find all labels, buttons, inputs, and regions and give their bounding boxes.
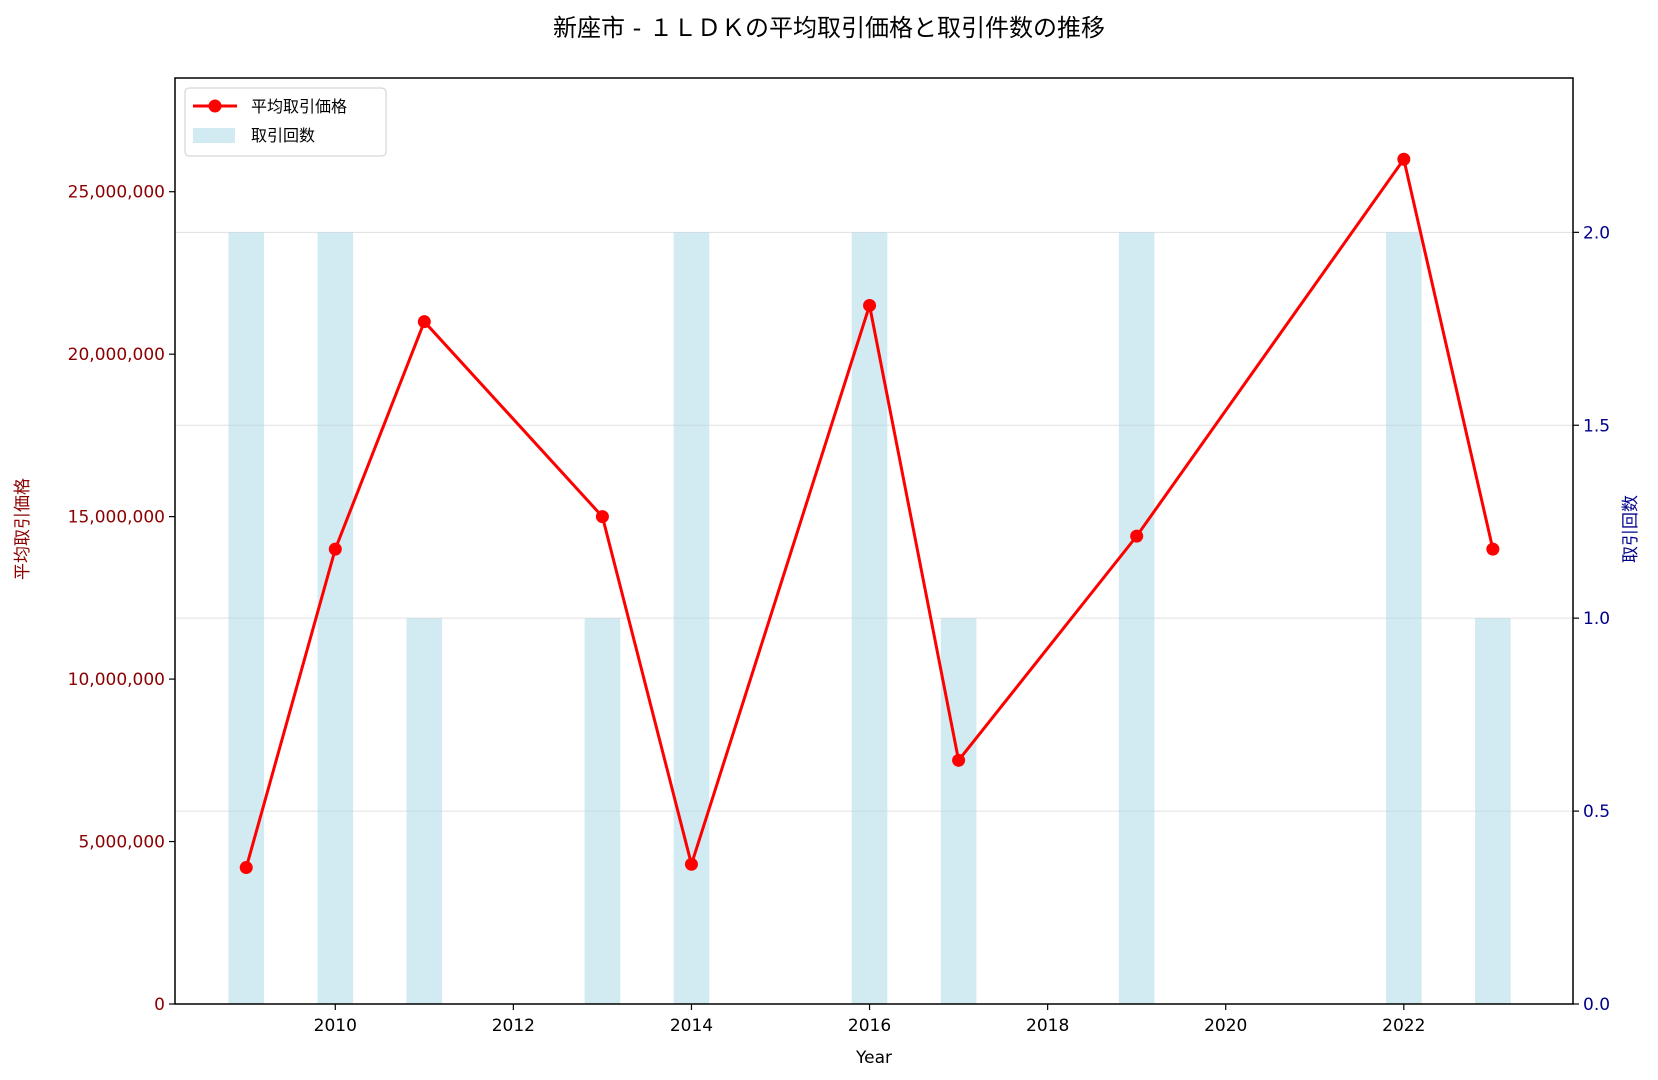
price-point	[952, 753, 966, 767]
y-left-tick-label: 20,000,000	[68, 345, 165, 365]
y-right-tick-label: 0.0	[1583, 995, 1610, 1015]
y-left-tick-label: 0	[154, 995, 165, 1015]
count-bar	[228, 232, 265, 1005]
count-bar	[1118, 232, 1155, 1005]
axes-layer: 0 5,000,000 10,000,000 15,000,000 20,000,000…	[68, 77, 1610, 1036]
price-point	[863, 298, 877, 312]
price-line	[244, 157, 1495, 868]
x-tick-label: 2010	[314, 1016, 357, 1036]
bar-layer	[228, 232, 1511, 1005]
price-point	[417, 315, 431, 329]
y-axis-label-left: 平均取引価格	[13, 478, 33, 580]
legend-label-count: 取引回数	[251, 126, 315, 145]
y-left-tick-label: 25,000,000	[68, 183, 165, 203]
price-point	[1486, 542, 1500, 556]
legend-label-price: 平均取引価格	[251, 97, 347, 116]
legend: 平均取引価格 取引回数	[184, 87, 387, 157]
count-bar	[940, 618, 977, 1004]
y-right-tick-label: 1.0	[1583, 609, 1610, 629]
chart-title: 新座市 - １ＬＤＫの平均取引価格と取引件数の推移	[553, 14, 1105, 42]
price-point	[1397, 152, 1411, 166]
x-axis-label: Year	[855, 1048, 892, 1068]
y-left-tick-label: 5,000,000	[78, 833, 165, 853]
count-bar	[673, 232, 710, 1005]
y-left-tick-label: 10,000,000	[68, 670, 165, 690]
legend-bar-swatch	[193, 128, 235, 143]
line-layer	[239, 152, 1500, 875]
plot-frame	[174, 77, 1574, 1005]
price-point	[1130, 529, 1144, 543]
y-right-tick-label: 0.5	[1583, 802, 1610, 822]
x-tick-label: 2022	[1382, 1016, 1425, 1036]
x-tick-label: 2016	[848, 1016, 891, 1036]
count-bar	[1386, 232, 1422, 1005]
x-tick-label: 2018	[1026, 1016, 1069, 1036]
x-tick-label: 2012	[492, 1016, 535, 1036]
y-left-tick-label: 15,000,000	[68, 508, 165, 528]
count-bar	[584, 618, 621, 1004]
price-point	[684, 857, 698, 871]
x-tick-label: 2020	[1204, 1016, 1247, 1036]
legend-line-marker	[208, 99, 222, 113]
y-axis-label-right: 取引回数	[1621, 495, 1641, 563]
count-bar	[317, 232, 354, 1005]
y-right-tick-label: 2.0	[1583, 223, 1610, 243]
x-tick-label: 2014	[670, 1016, 713, 1036]
price-point	[328, 542, 342, 556]
count-bar	[406, 618, 443, 1004]
y-right-tick-label: 1.5	[1583, 416, 1610, 436]
price-point	[595, 510, 609, 524]
count-bar	[1475, 618, 1511, 1004]
price-point	[239, 861, 253, 875]
